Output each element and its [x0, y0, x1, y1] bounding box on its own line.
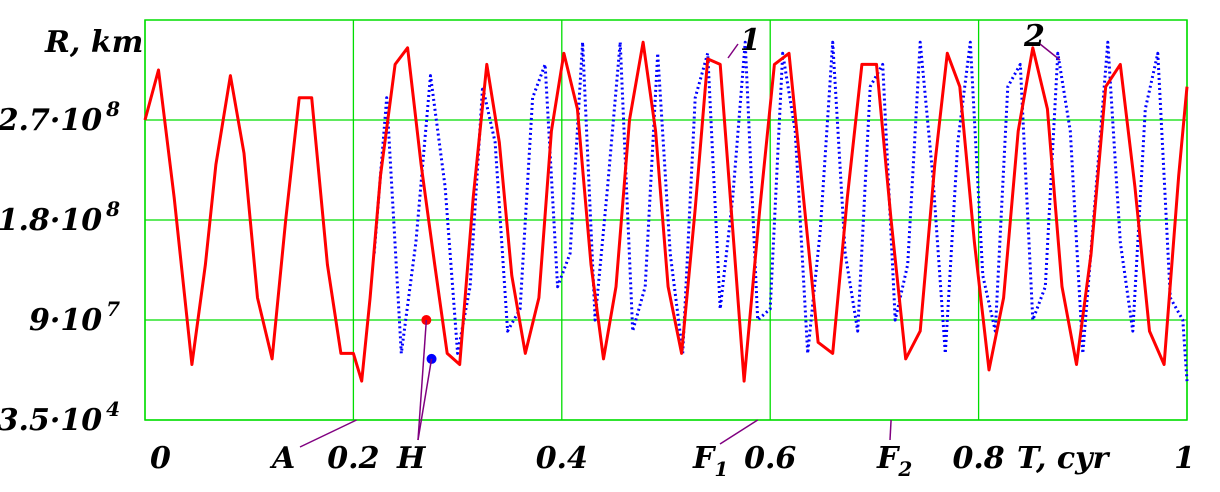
- grid: [144, 19, 1188, 421]
- y-tick-label: 9·10 7: [29, 297, 120, 338]
- annotation-H-leader: [417, 319, 428, 441]
- curve-2-label: 2: [1023, 19, 1045, 54]
- y-tick-label: 2.7·10 8: [0, 97, 120, 138]
- annotation-F1-label: F1: [692, 441, 728, 481]
- annotation-A-leader: [299, 419, 357, 448]
- x-tick-label: 0.2: [327, 441, 379, 476]
- x-tick-label: 1: [1174, 441, 1195, 476]
- y-tick-label: 3.5·10 4: [0, 397, 120, 438]
- x-tick-label: 0: [150, 441, 171, 476]
- annotation-F2-leader: [889, 419, 892, 441]
- annotation-F2-label: F2: [876, 441, 912, 481]
- y-axis-title: R, km: [44, 25, 143, 60]
- x-tick-label: 0.6: [744, 441, 796, 476]
- annotation-H-label: H: [396, 441, 427, 476]
- leader-layer: [299, 43, 1061, 448]
- series-1-line: [143, 40, 1189, 383]
- label-layer: 0 0.2 0.4 0.6 0.8 1 3.5·10 4 9·10 7 1.8·10 8 2.7·10 8…: [0, 19, 1195, 481]
- x-tick-label: 0.8: [952, 441, 1004, 476]
- annotation-A-label: A: [269, 441, 295, 476]
- curve-1-label: 1: [740, 23, 761, 58]
- annotation-H-leader-2: [417, 358, 433, 441]
- series-2-line: [372, 40, 1189, 382]
- annotation-F1-leader: [719, 419, 759, 445]
- curve-2-leader: [1039, 43, 1061, 61]
- x-axis-title: T, cyr: [1017, 441, 1111, 476]
- curve-1-leader: [727, 43, 739, 59]
- y-tick-label: 1.8·10 8: [0, 197, 120, 238]
- series-layer: [143, 40, 1189, 383]
- x-tick-label: 0.4: [536, 441, 588, 476]
